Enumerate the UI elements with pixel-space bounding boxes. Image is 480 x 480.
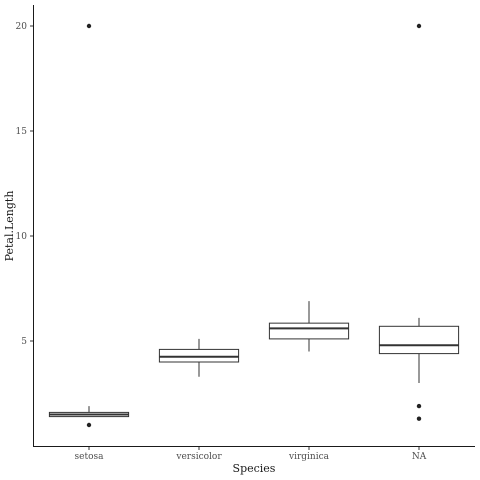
- y-tick-label: 15: [16, 127, 28, 137]
- outlier-point: [416, 403, 422, 409]
- x-tick-label: versicolor: [175, 452, 222, 462]
- y-tick-label: 20: [16, 22, 28, 32]
- x-tick-label: setosa: [75, 452, 105, 462]
- box-versicolor: [158, 338, 240, 377]
- box-setosa: [48, 23, 130, 428]
- outlier-point: [86, 23, 92, 29]
- y-ticks: 5 10 15 20: [16, 22, 33, 347]
- outlier-point: [416, 23, 422, 29]
- box-NA: [378, 23, 460, 421]
- x-tick-label: virginica: [288, 452, 330, 462]
- x-tick-label: NA: [412, 452, 427, 462]
- x-ticks: setosa versicolor virginica NA: [75, 447, 427, 462]
- y-axis-title: Petal.Length: [3, 191, 16, 262]
- y-tick-label: 5: [21, 337, 27, 347]
- iqr-box: [378, 325, 460, 355]
- iqr-box: [268, 322, 350, 340]
- x-axis-title: Species: [233, 462, 276, 475]
- outlier-point: [86, 422, 92, 428]
- box-virginica: [268, 301, 350, 352]
- outlier-point: [416, 416, 422, 421]
- y-tick-label: 10: [16, 232, 28, 242]
- axes: [33, 5, 475, 447]
- iqr-box: [158, 348, 240, 363]
- boxes: [48, 23, 460, 428]
